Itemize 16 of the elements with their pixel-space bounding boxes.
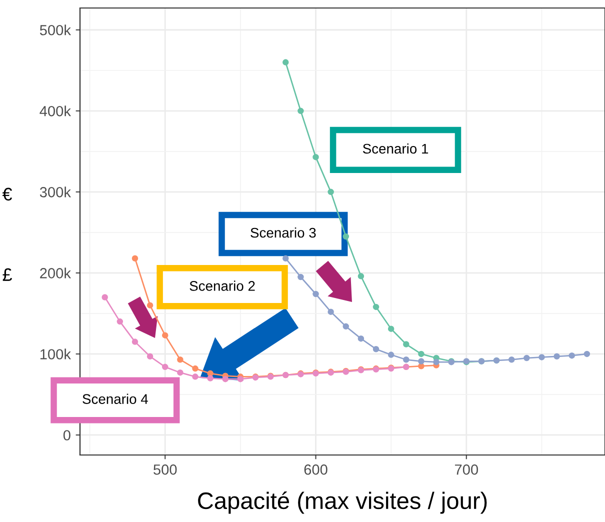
annotation: Scenario 2 <box>190 280 255 291</box>
y-tick-label: 500k <box>40 24 71 36</box>
text: £ <box>2 268 12 281</box>
y-tick-label: 100k <box>40 348 71 360</box>
x-tick-label: 500 <box>154 464 177 475</box>
x-tick-label: 700 <box>454 464 478 475</box>
annotation: Scenario 3 <box>250 227 316 238</box>
annotation: Scenario 1 <box>362 143 428 154</box>
y-tick-label: 300k <box>40 186 71 198</box>
y-tick-label: 0 <box>63 430 70 440</box>
x-axis-title: Capacité (max visites / jour) <box>198 492 487 514</box>
y-tick-label: 200k <box>40 268 71 278</box>
annotation: Scenario 4 <box>82 394 148 404</box>
text: € <box>2 188 12 201</box>
y-tick-label: 400k <box>40 106 71 116</box>
x-tick-label: 600 <box>304 464 328 475</box>
